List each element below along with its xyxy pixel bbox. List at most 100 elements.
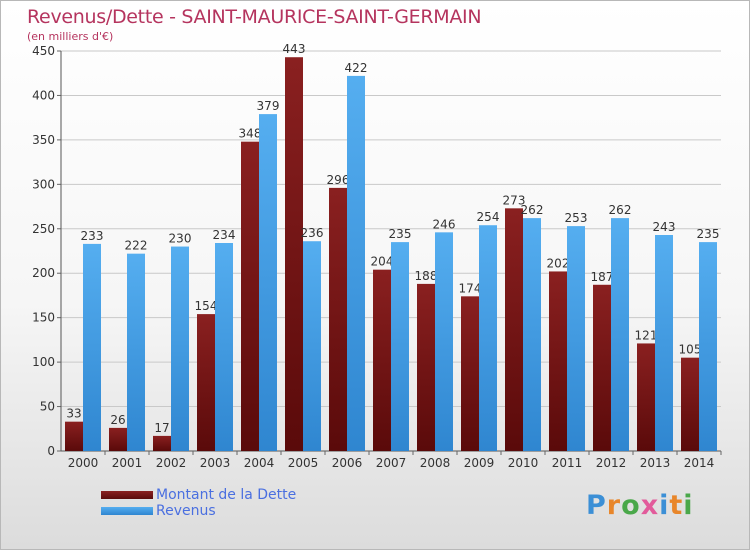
bar-revenus <box>127 253 145 451</box>
bar-revenus <box>567 226 585 451</box>
y-tick-label: 250 <box>32 222 55 236</box>
bar-dette <box>681 357 699 451</box>
data-label: 273 <box>503 193 526 207</box>
data-label: 174 <box>459 281 482 295</box>
bar-dette <box>65 421 83 451</box>
data-label: 234 <box>213 228 236 242</box>
y-tick-label: 300 <box>32 177 55 191</box>
x-tick-label: 2000 <box>68 456 99 470</box>
bar-dette <box>241 141 259 451</box>
y-tick-label: 450 <box>32 44 55 58</box>
data-label: 154 <box>195 299 218 313</box>
bar-dette <box>285 57 303 451</box>
bar-revenus <box>523 218 541 451</box>
data-label: 17 <box>154 421 169 435</box>
data-label: 188 <box>415 269 438 283</box>
legend-swatch-dette <box>101 491 153 499</box>
data-label: 443 <box>283 42 306 56</box>
bar-revenus <box>611 218 629 451</box>
y-tick-label: 0 <box>47 444 55 458</box>
data-label: 230 <box>169 232 192 246</box>
bar-dette <box>593 284 611 451</box>
x-tick-label: 2008 <box>420 456 451 470</box>
x-tick-label: 2013 <box>640 456 671 470</box>
data-label: 296 <box>327 173 350 187</box>
data-label: 235 <box>697 227 720 241</box>
bar-revenus <box>303 241 321 451</box>
logo-letter: r <box>606 490 622 521</box>
legend-label-revenus: Revenus <box>156 503 216 519</box>
logo-letter: x <box>640 490 660 521</box>
data-label: 222 <box>125 239 148 253</box>
logo-letter: o <box>621 490 641 521</box>
bar-dette <box>637 343 655 451</box>
data-label: 262 <box>521 203 544 217</box>
bar-revenus <box>699 242 717 451</box>
data-label: 236 <box>301 226 324 240</box>
bar-revenus <box>259 114 277 451</box>
x-tick-label: 2003 <box>200 456 231 470</box>
bar-revenus <box>215 243 233 451</box>
logo-letter: i <box>683 490 694 521</box>
logo-letter: P <box>586 490 607 521</box>
data-label: 187 <box>591 270 614 284</box>
bar-revenus <box>347 75 365 451</box>
bar-revenus <box>83 243 101 451</box>
data-label: 422 <box>345 61 368 75</box>
data-label: 243 <box>653 220 676 234</box>
bar-revenus <box>435 232 453 451</box>
data-label: 379 <box>257 99 280 113</box>
x-tick-label: 2010 <box>508 456 539 470</box>
x-tick-label: 2009 <box>464 456 495 470</box>
proxiti-logo: Proxiti <box>586 490 694 521</box>
y-tick-label: 100 <box>32 355 55 369</box>
data-label: 26 <box>110 413 125 427</box>
legend-swatch-revenus <box>101 507 153 515</box>
x-tick-label: 2005 <box>288 456 319 470</box>
logo-letter: t <box>669 490 684 521</box>
bar-dette <box>109 427 127 451</box>
bar-revenus <box>171 246 189 451</box>
x-tick-label: 2007 <box>376 456 407 470</box>
data-label: 235 <box>389 227 412 241</box>
data-label: 121 <box>635 328 658 342</box>
legend-label-dette: Montant de la Dette <box>156 487 297 503</box>
data-label: 33 <box>66 407 81 421</box>
bar-dette <box>329 187 347 451</box>
x-tick-label: 2011 <box>552 456 583 470</box>
data-label: 253 <box>565 211 588 225</box>
data-label: 262 <box>609 203 632 217</box>
x-tick-label: 2014 <box>684 456 715 470</box>
data-label: 233 <box>81 229 104 243</box>
x-tick-label: 2012 <box>596 456 627 470</box>
data-label: 246 <box>433 217 456 231</box>
x-tick-label: 2004 <box>244 456 275 470</box>
y-tick-label: 200 <box>32 266 55 280</box>
data-label: 202 <box>547 256 570 270</box>
chart-title: Revenus/Dette - SAINT-MAURICE-SAINT-GERM… <box>27 6 482 28</box>
data-label: 348 <box>239 127 262 141</box>
y-tick-label: 350 <box>32 133 55 147</box>
bar-dette <box>505 208 523 451</box>
logo-letter: i <box>659 490 670 521</box>
data-label: 204 <box>371 255 394 269</box>
bar-dette <box>153 435 171 451</box>
y-tick-label: 400 <box>32 88 55 102</box>
bar-dette <box>417 283 435 451</box>
bar-revenus <box>655 235 673 451</box>
bar-dette <box>197 314 215 451</box>
bar-revenus <box>391 242 409 451</box>
x-tick-label: 2006 <box>332 456 363 470</box>
bar-dette <box>461 296 479 451</box>
y-tick-label: 150 <box>32 311 55 325</box>
data-label: 254 <box>477 210 500 224</box>
bar-revenus <box>479 225 497 451</box>
bar-dette <box>373 269 391 451</box>
x-tick-label: 2002 <box>156 456 187 470</box>
bar-dette <box>549 271 567 451</box>
data-label: 105 <box>679 343 702 357</box>
chart-subtitle: (en milliers d'€) <box>27 30 114 43</box>
x-tick-label: 2001 <box>112 456 143 470</box>
